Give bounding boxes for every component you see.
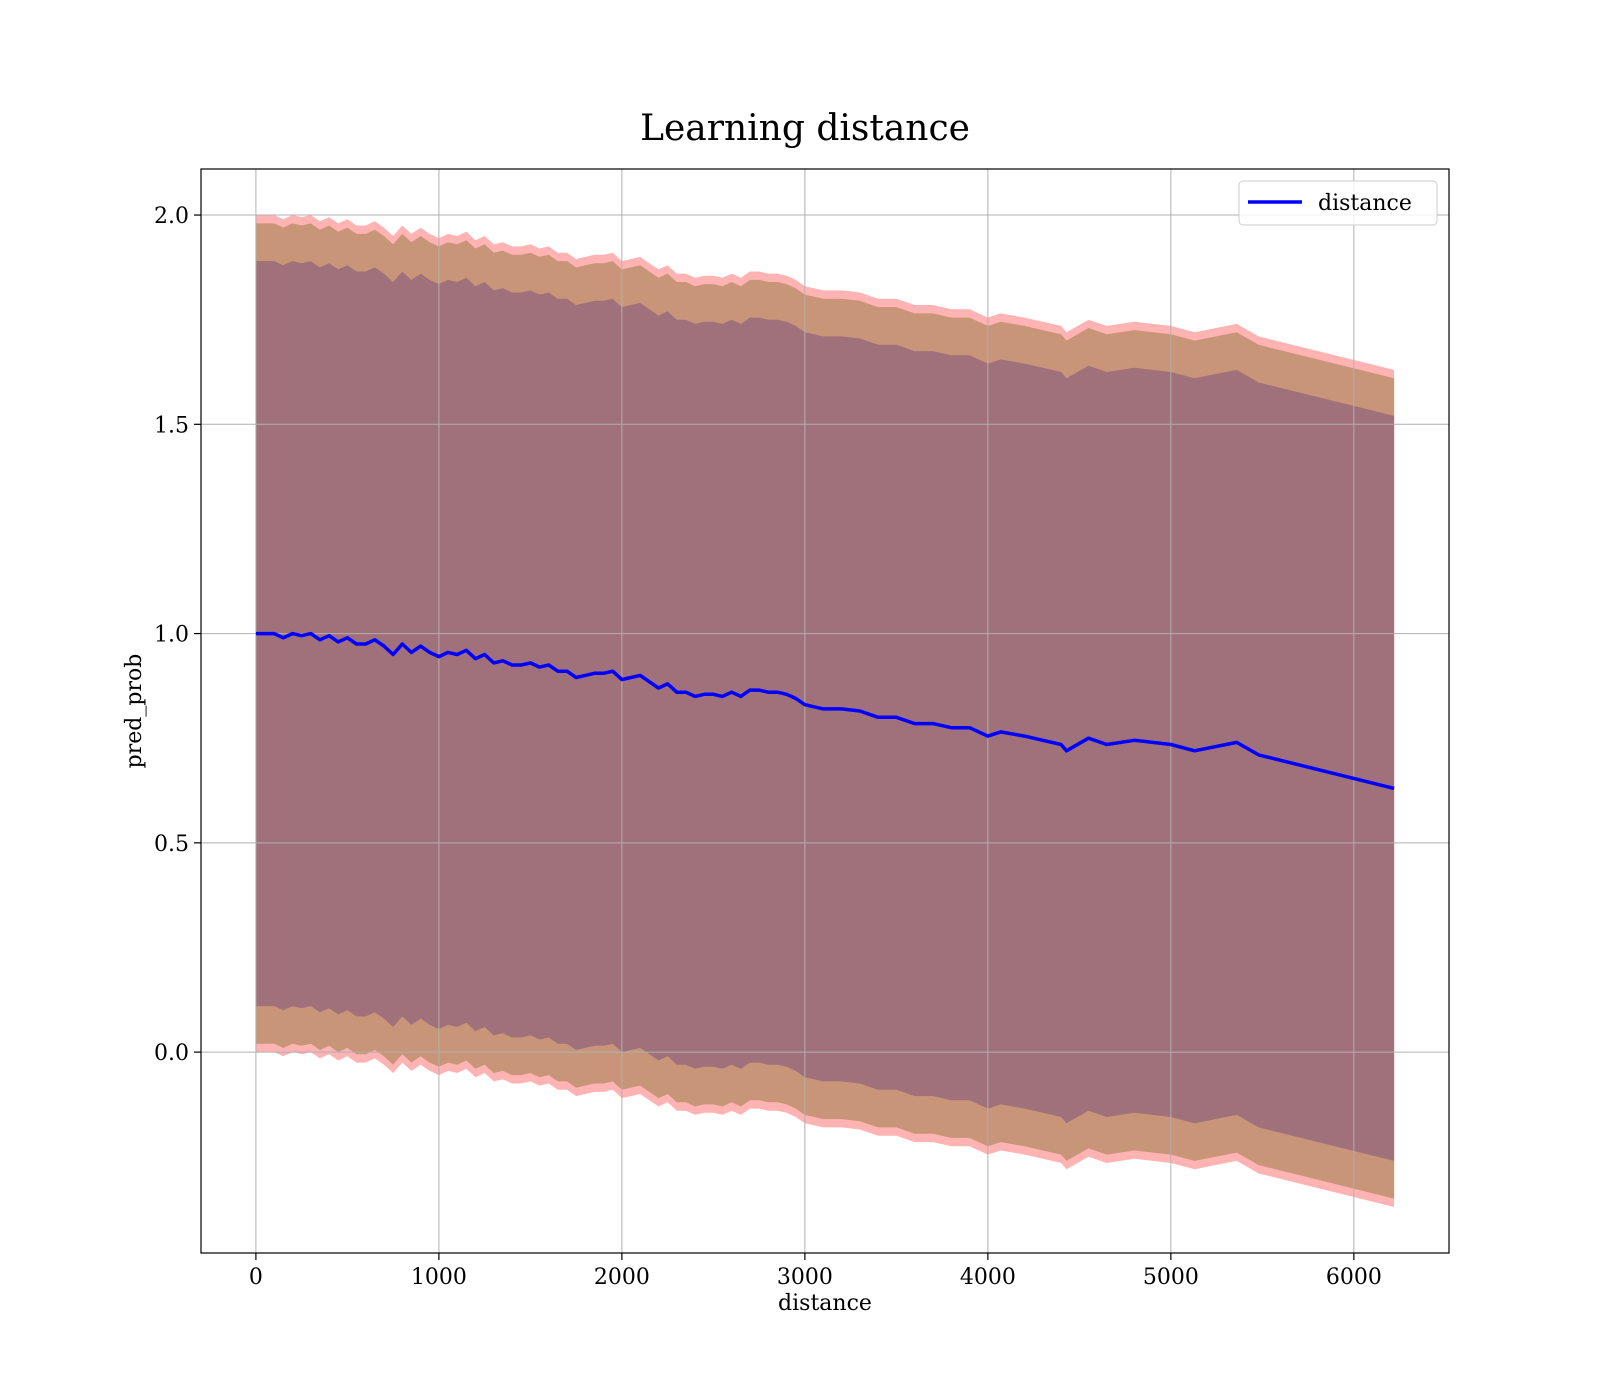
y-tick-label: 2.0	[154, 204, 189, 229]
x-tick-label: 5000	[1143, 1265, 1199, 1290]
y-tick-label: 1.0	[154, 623, 189, 648]
legend-box	[1238, 180, 1438, 226]
x-tick-label: 1000	[411, 1265, 467, 1290]
y-axis-label: pred_prob	[122, 654, 147, 769]
band-inner	[255, 261, 1395, 1161]
y-axis-ticks: 0.0 0.5 1.0 1.5 2.0	[154, 204, 201, 1066]
legend: distance	[1238, 180, 1438, 226]
x-tick-label: 0	[249, 1265, 263, 1290]
grid-lines	[201, 169, 1449, 1253]
plot-frame	[200, 168, 1450, 1254]
x-tick-label: 6000	[1326, 1265, 1382, 1290]
x-axis-label: distance	[778, 1291, 872, 1316]
y-tick-label: 1.5	[154, 413, 189, 438]
legend-label-distance: distance	[1318, 191, 1412, 216]
series-line-distance	[255, 631, 1395, 791]
y-tick-label: 0.5	[154, 832, 189, 857]
x-tick-label: 4000	[960, 1265, 1016, 1290]
chart-title: Learning distance	[640, 108, 970, 149]
x-axis-ticks: 0 1000 2000 3000 4000 5000 6000	[249, 1253, 1382, 1290]
series-line-layer	[255, 631, 1395, 791]
confidence-bands	[255, 215, 1395, 1207]
y-tick-label: 0.0	[154, 1041, 189, 1066]
x-tick-label: 3000	[777, 1265, 833, 1290]
x-tick-label: 2000	[594, 1265, 650, 1290]
